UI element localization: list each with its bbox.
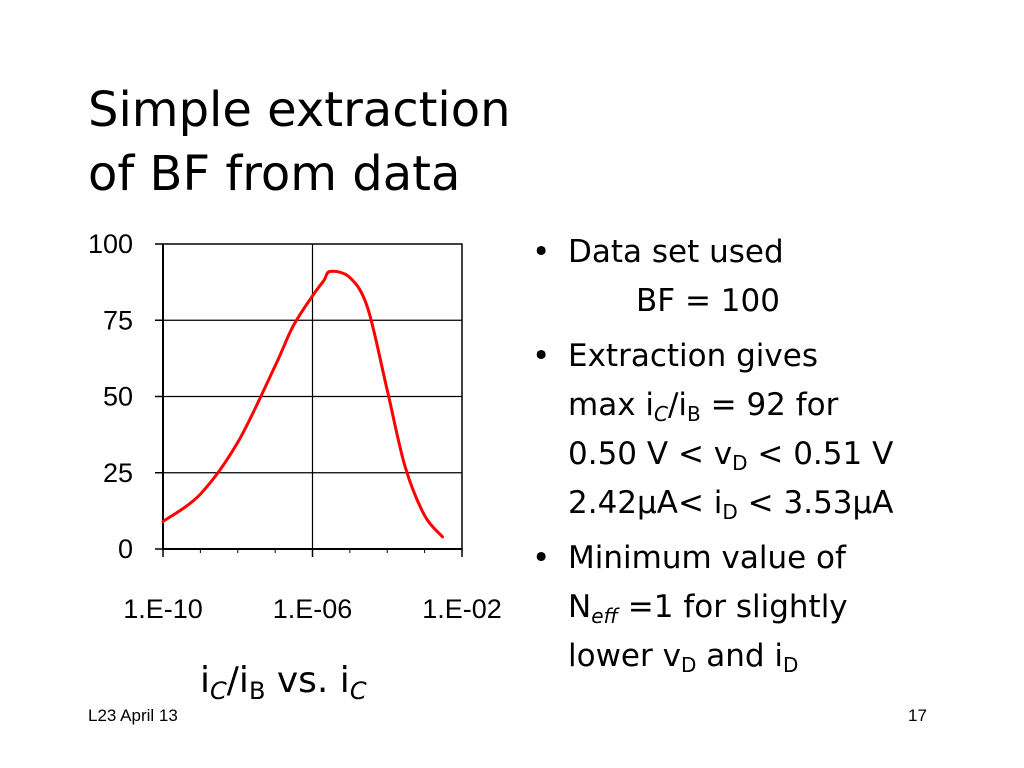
bullet-1-line-1: Data set used — [568, 234, 784, 270]
x-tick-label: 1.E-06 — [273, 594, 353, 624]
bullet-2-line-1: Extraction gives — [568, 338, 818, 374]
b2-i-post: < 3.53μA — [737, 485, 894, 521]
bullet-2-line-2: max iC/iB = 92 for — [568, 381, 988, 430]
bullet-extraction: Extraction gives max iC/iB = 92 for 0.50… — [528, 332, 988, 528]
b3-sub-d1: D — [680, 653, 697, 677]
series-layer — [161, 269, 444, 539]
chart-caption: iC/iB vs. iC — [200, 660, 367, 703]
caption-i3: i — [339, 660, 350, 701]
caption-slash: / — [226, 660, 239, 701]
caption-sub-b: B — [248, 677, 266, 705]
bullet-3-line-1: Minimum value of — [568, 540, 846, 576]
tick-labels: 0 25 50 75 100 1.E-10 1.E-06 1.E-02 — [88, 229, 502, 624]
bullet-2-line-3: 0.50 V < vD < 0.51 V — [568, 430, 988, 479]
caption-i2: i — [238, 660, 249, 701]
bullet-data-set: Data set used BF = 100 — [528, 228, 988, 326]
title-line-2: of BF from data — [88, 146, 461, 202]
caption-i1: i — [200, 660, 211, 701]
b2-sub-d2: D — [722, 500, 738, 524]
bullet-1-line-2: BF = 100 — [636, 283, 780, 319]
bullet-2-line-4: 2.42μA< iD < 3.53μA — [568, 479, 988, 528]
y-tick-label: 75 — [103, 305, 133, 335]
bullet-minimum-neff: Minimum value of Neff =1 for slightly lo… — [528, 534, 988, 681]
y-tick-label: 100 — [88, 229, 133, 259]
b3-lower: lower v — [568, 638, 681, 674]
page-number: 17 — [908, 706, 927, 725]
caption-vs: vs. — [265, 660, 340, 701]
bullet-3-line-3: lower vD and iD — [568, 632, 988, 681]
y-tick-label: 50 — [103, 382, 133, 412]
b2-max: max i — [568, 387, 655, 423]
b2-v-post: < 0.51 V — [747, 436, 894, 472]
b2-v-pre: 0.50 V < v — [568, 436, 733, 472]
axes — [155, 243, 463, 557]
x-tick-label: 1.E-10 — [123, 594, 203, 624]
title-line-1: Simple extraction — [88, 82, 511, 138]
y-tick-label: 25 — [103, 458, 133, 488]
b3-sub-eff: eff — [591, 604, 618, 628]
b2-slash: /i — [667, 387, 688, 423]
b3-rest: =1 for slightly — [617, 589, 848, 625]
y-tick-label: 0 — [118, 534, 133, 564]
caption-sub-c1: C — [210, 677, 227, 705]
b2-sub-d1: D — [732, 451, 748, 475]
footer-date: L23 April 13 — [88, 706, 178, 725]
b2-sub-c: C — [654, 402, 668, 426]
b2-sub-b: B — [687, 402, 701, 426]
x-tick-label: 1.E-02 — [422, 594, 502, 624]
bullet-list: Data set used BF = 100 Extraction gives … — [528, 228, 988, 687]
caption-sub-c2: C — [349, 677, 367, 705]
b2-i-pre: 2.42μA< i — [568, 485, 723, 521]
bullet-3-line-2: Neff =1 for slightly — [568, 583, 988, 632]
b2-eq: = 92 for — [700, 387, 839, 423]
beta-curve — [161, 269, 444, 539]
slide-title: Simple extraction of BF from data — [88, 78, 511, 206]
b3-and: and i — [696, 638, 784, 674]
beta-vs-collector-current-chart: 0 25 50 75 100 1.E-10 1.E-06 1.E-02 — [88, 229, 502, 624]
b3-n: N — [568, 589, 592, 625]
b3-sub-d2: D — [783, 653, 799, 677]
